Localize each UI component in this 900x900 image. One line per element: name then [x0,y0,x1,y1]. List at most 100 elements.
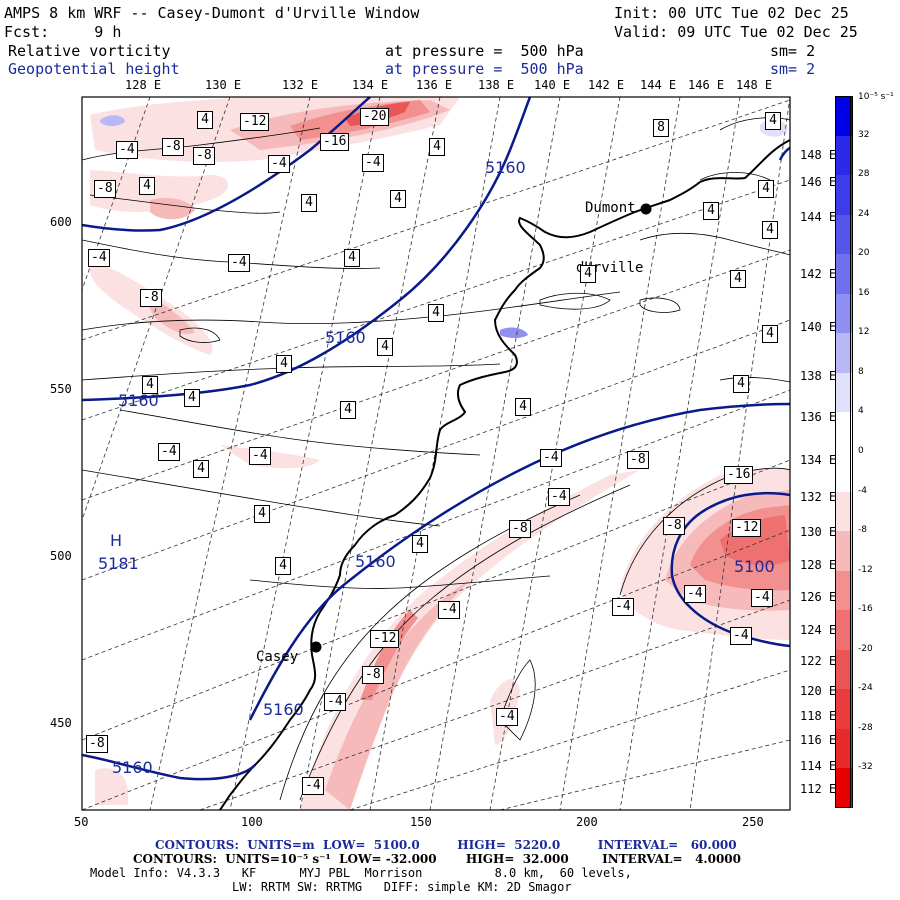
footer-model-info: Model Info: V4.3.3 KF MYJ PBL Morrison 8… [90,866,632,880]
vorticity-label: -4 [612,598,634,616]
vorticity-label: 4 [344,249,360,267]
vorticity-label: -4 [268,155,290,173]
colorbar-tick-label: -32 [858,762,873,773]
vorticity-label: 4 [275,557,291,575]
vorticity-label: 4 [428,304,444,322]
vorticity-label: 4 [390,190,406,208]
right-lon-label: 122 E [800,654,837,668]
height-contour-label: 5160 [112,758,153,777]
vorticity-label: 4 [340,401,356,419]
right-lon-label: 146 E [800,175,837,189]
vorticity-label: 4 [580,265,596,283]
vorticity-label: -4 [438,601,460,619]
vorticity-label: -8 [509,520,531,538]
top-lon-label: 140 E [534,78,571,92]
vorticity-label: -8 [94,180,116,198]
right-lon-label: 128 E [800,558,837,572]
colorbar-tick-label: 8 [858,366,864,377]
height-contours [82,97,790,781]
right-lon-label: 148 E [800,148,837,162]
colorbar-tick-label: 32 [858,129,870,140]
top-lon-label: 128 E [125,78,162,92]
vorticity-label: -16 [724,466,754,484]
vorticity-label: 4 [515,398,531,416]
x-axis-label: 50 [74,815,89,829]
vorticity-label: 4 [193,460,209,478]
vorticity-label: -4 [362,154,384,172]
colorbar-tick-label: -20 [858,643,873,654]
height-contour-label: 5160 [263,700,304,719]
vorticity-label: 4 [762,221,778,239]
colorbar-tick-label: 24 [858,208,870,219]
vorticity-label: 4 [377,338,393,356]
high-pressure-value: 5181 [98,554,139,573]
casey-marker [310,641,322,653]
vorticity-label: -4 [228,254,250,272]
vorticity-label: -4 [496,708,518,726]
vorticity-label: -12 [732,519,762,537]
vorticity-label: -4 [324,693,346,711]
colorbar-tick-label: 4 [858,406,864,417]
field2-smoothing: sm= 2 [770,60,816,78]
vorticity-label: 4 [765,112,781,130]
vorticity-label: 4 [301,194,317,212]
x-axis-label: 250 [742,815,764,829]
vorticity-label: -4 [540,449,562,467]
top-lon-label: 148 E [736,78,773,92]
valid-time: Valid: 09 UTC Tue 02 Dec 25 [614,23,858,41]
vorticity-shading [90,97,790,810]
colorbar-tick-label: -16 [858,604,873,615]
vorticity-label: -16 [320,133,350,151]
vorticity-label: -8 [362,666,384,684]
x-axis-label: 200 [576,815,598,829]
vorticity-label: -4 [730,627,752,645]
top-lon-label: 130 E [205,78,242,92]
vorticity-label: 4 [733,375,749,393]
right-lon-label: 112 E [800,782,837,796]
forecast-hour: Fcst: 9 h [4,23,122,41]
dumont-durville-marker [640,203,652,215]
vorticity-label: -4 [548,488,570,506]
colorbar-tick-label: -4 [858,485,867,496]
top-lon-label: 134 E [352,78,389,92]
field2-name: Geopotential height [8,60,180,78]
colorbar-units: 10⁻⁵ s⁻¹ [858,92,894,102]
vorticity-label: -8 [193,147,215,165]
colorbar-tick-label: -24 [858,683,873,694]
height-contour-label: 5160 [485,158,526,177]
footer-height-contours: CONTOURS: UNITS=m LOW= 5100.0 HIGH= 5220… [155,838,737,852]
casey-station-name: Casey [256,649,299,665]
colorbar-tick-label: -8 [858,525,867,536]
vorticity-label: -8 [140,289,162,307]
init-time: Init: 00 UTC Tue 02 Dec 25 [614,4,849,22]
height-contour-label: 5160 [325,328,366,347]
vorticity-label: -8 [627,451,649,469]
vorticity-label: 4 [762,325,778,343]
vorticity-label: -4 [116,141,138,159]
vorticity-label: -4 [88,249,110,267]
top-lon-label: 142 E [588,78,625,92]
right-lon-label: 134 E [800,453,837,467]
colorbar-tick-label: 0 [858,446,864,456]
vorticity-label: -8 [162,138,184,156]
field1-name: Relative vorticity [8,42,171,60]
vorticity-label: -20 [360,108,390,126]
vorticity-label: 4 [139,177,155,195]
vorticity-label: -8 [86,735,108,753]
vorticity-label: 8 [653,119,669,137]
vorticity-label: 4 [730,270,746,288]
vorticity-label: 4 [184,389,200,407]
footer-vorticity-contours: CONTOURS: UNITS=10⁻⁵ s⁻¹ LOW= -32.000 HI… [133,852,741,866]
right-lon-label: 118 E [800,709,837,723]
vorticity-label: 4 [412,535,428,553]
vorticity-label: -4 [302,777,324,795]
vorticity-label: 4 [758,180,774,198]
height-contour-label: 5160 [118,391,159,410]
latlon-grid [82,97,790,810]
top-lon-label: 136 E [416,78,453,92]
right-lon-label: 116 E [800,733,837,747]
field1-level: at pressure = 500 hPa [385,42,584,60]
right-lon-label: 130 E [800,525,837,539]
title: AMPS 8 km WRF -- Casey-Dumont d'Urville … [4,4,420,22]
